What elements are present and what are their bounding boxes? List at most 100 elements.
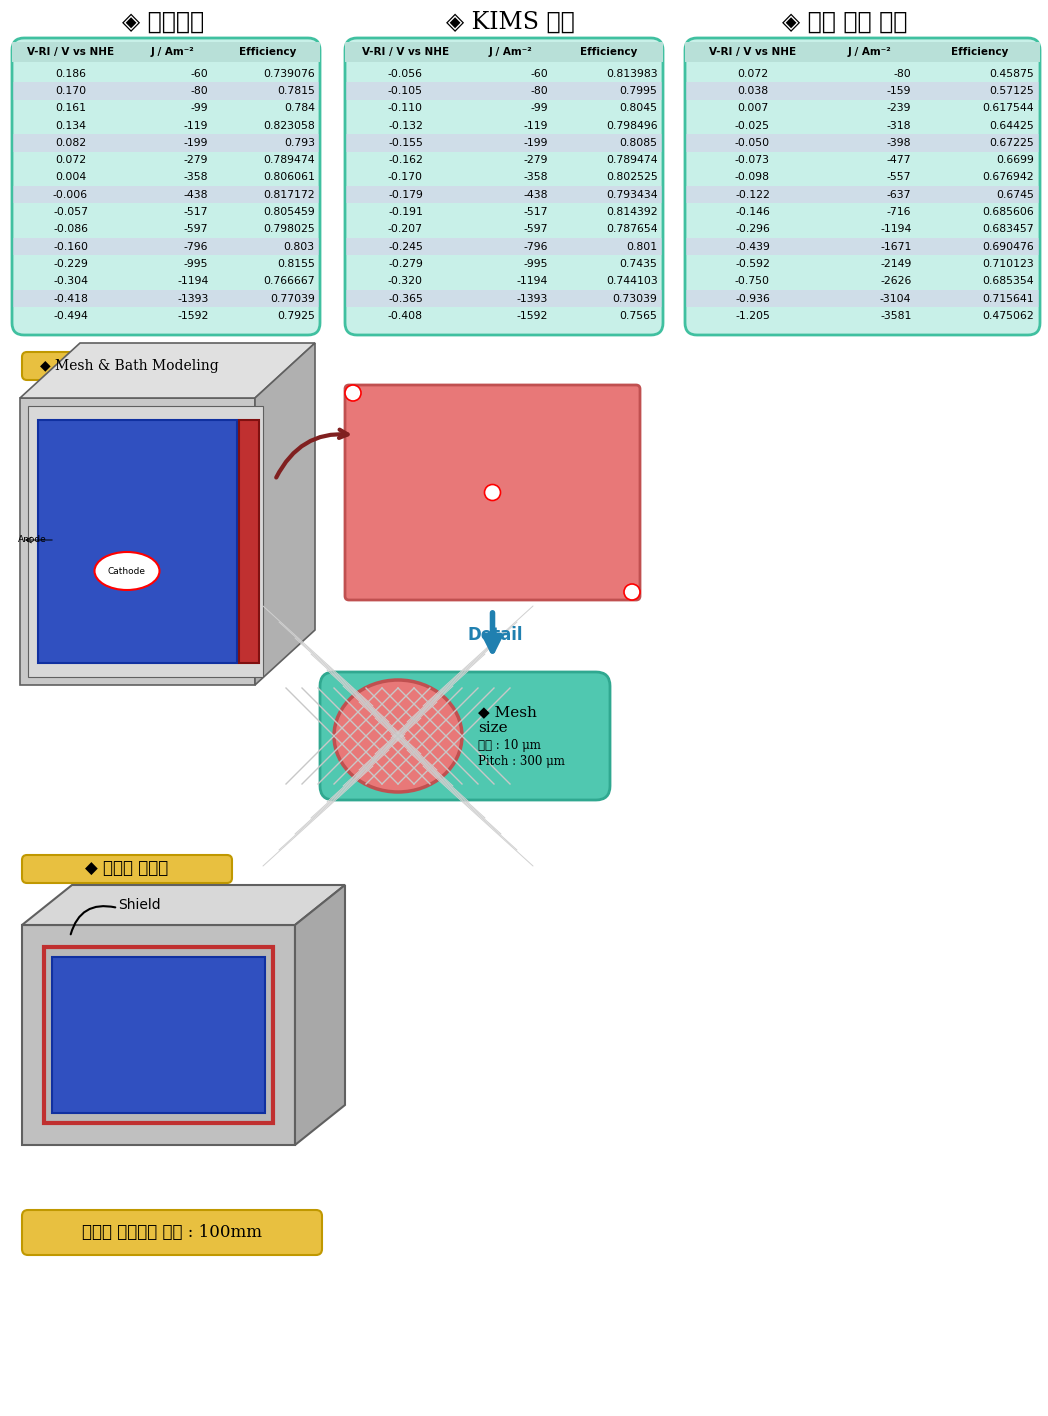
- Text: 0.805459: 0.805459: [263, 207, 314, 217]
- Text: 0.77039: 0.77039: [270, 293, 314, 303]
- Text: 0.161: 0.161: [56, 103, 86, 113]
- Text: -0.170: -0.170: [388, 173, 423, 183]
- Text: -2626: -2626: [880, 276, 912, 286]
- Text: -1194: -1194: [177, 276, 209, 286]
- Bar: [686, 185, 1039, 204]
- Text: 선폭 : 10 μm: 선폭 : 10 μm: [478, 739, 541, 752]
- Text: -80: -80: [894, 68, 912, 79]
- Text: -199: -199: [523, 137, 548, 147]
- Text: -2149: -2149: [880, 259, 912, 269]
- Text: 제품과 자폐판의 거리 : 100mm: 제품과 자폐판의 거리 : 100mm: [82, 1223, 262, 1240]
- Text: 0.798025: 0.798025: [263, 224, 314, 235]
- Text: -0.050: -0.050: [735, 137, 770, 147]
- Text: -0.122: -0.122: [735, 190, 770, 200]
- Bar: [346, 290, 662, 307]
- Text: -0.086: -0.086: [53, 224, 88, 235]
- Text: Efficiency: Efficiency: [581, 47, 637, 57]
- Text: Efficiency: Efficiency: [951, 47, 1008, 57]
- Text: -239: -239: [887, 103, 912, 113]
- FancyBboxPatch shape: [22, 353, 237, 379]
- Text: 0.789474: 0.789474: [263, 156, 314, 166]
- Text: -358: -358: [183, 173, 209, 183]
- Text: -0.229: -0.229: [53, 259, 88, 269]
- Bar: [686, 82, 1039, 99]
- Text: -438: -438: [523, 190, 548, 200]
- Text: -80: -80: [530, 86, 548, 96]
- Text: 0.617544: 0.617544: [982, 103, 1034, 113]
- Text: -0.304: -0.304: [53, 276, 88, 286]
- Bar: [346, 82, 662, 99]
- Polygon shape: [52, 957, 265, 1113]
- Text: 0.8045: 0.8045: [619, 103, 657, 113]
- Bar: [13, 185, 319, 204]
- Text: 0.57125: 0.57125: [989, 86, 1034, 96]
- Text: -119: -119: [183, 120, 209, 130]
- Text: 0.7995: 0.7995: [619, 86, 657, 96]
- Text: -517: -517: [183, 207, 209, 217]
- Text: -0.110: -0.110: [388, 103, 423, 113]
- Text: 0.798496: 0.798496: [606, 120, 657, 130]
- Bar: [13, 290, 319, 307]
- Text: -0.296: -0.296: [735, 224, 770, 235]
- Text: -159: -159: [887, 86, 912, 96]
- Text: -0.494: -0.494: [53, 312, 88, 321]
- Text: 0.072: 0.072: [54, 156, 86, 166]
- Text: 0.676942: 0.676942: [982, 173, 1034, 183]
- Text: ◈ 상용 현장 용액: ◈ 상용 현장 용액: [782, 10, 908, 34]
- Text: J / Am⁻²: J / Am⁻²: [488, 47, 532, 57]
- Bar: [685, 42, 1040, 62]
- Text: 0.186: 0.186: [56, 68, 86, 79]
- Text: Anode: Anode: [18, 535, 47, 545]
- Text: -1393: -1393: [517, 293, 548, 303]
- Bar: [346, 185, 662, 204]
- Text: 0.806061: 0.806061: [263, 173, 314, 183]
- Bar: [346, 135, 662, 152]
- Text: ◆ Mesh: ◆ Mesh: [478, 705, 537, 719]
- Bar: [346, 238, 662, 255]
- FancyBboxPatch shape: [345, 38, 663, 336]
- Text: J / Am⁻²: J / Am⁻²: [150, 47, 194, 57]
- Text: -1194: -1194: [880, 224, 912, 235]
- Text: -597: -597: [183, 224, 209, 235]
- Ellipse shape: [624, 583, 640, 600]
- Text: 0.685354: 0.685354: [982, 276, 1034, 286]
- Text: 0.685606: 0.685606: [982, 207, 1034, 217]
- Ellipse shape: [484, 484, 501, 500]
- Text: 0.64425: 0.64425: [989, 120, 1034, 130]
- Text: -99: -99: [530, 103, 548, 113]
- Ellipse shape: [94, 552, 159, 590]
- Text: Efficiency: Efficiency: [239, 47, 297, 57]
- Text: 0.475062: 0.475062: [982, 312, 1034, 321]
- Bar: [345, 42, 663, 62]
- FancyBboxPatch shape: [22, 1211, 322, 1255]
- Text: 0.67225: 0.67225: [989, 137, 1034, 147]
- Text: size: size: [478, 721, 507, 735]
- Text: 0.8155: 0.8155: [277, 259, 314, 269]
- Text: -995: -995: [523, 259, 548, 269]
- Text: 0.813983: 0.813983: [606, 68, 657, 79]
- Text: -0.098: -0.098: [735, 173, 770, 183]
- Text: J / Am⁻²: J / Am⁻²: [848, 47, 892, 57]
- Text: -995: -995: [183, 259, 209, 269]
- Text: 0.803: 0.803: [284, 242, 314, 252]
- Text: -0.418: -0.418: [53, 293, 88, 303]
- Polygon shape: [255, 343, 315, 685]
- Text: 0.739076: 0.739076: [263, 68, 314, 79]
- Text: -0.439: -0.439: [735, 242, 770, 252]
- Text: -3104: -3104: [880, 293, 912, 303]
- Polygon shape: [22, 885, 345, 925]
- Text: 0.6745: 0.6745: [996, 190, 1034, 200]
- Text: 0.072: 0.072: [737, 68, 768, 79]
- Text: ◆ Mesh & Bath Modeling: ◆ Mesh & Bath Modeling: [40, 360, 219, 372]
- Text: -0.365: -0.365: [388, 293, 422, 303]
- Text: -0.056: -0.056: [388, 68, 423, 79]
- Text: -0.025: -0.025: [735, 120, 770, 130]
- Text: -0.750: -0.750: [735, 276, 770, 286]
- FancyBboxPatch shape: [12, 38, 320, 336]
- Bar: [686, 135, 1039, 152]
- Polygon shape: [239, 421, 259, 663]
- Polygon shape: [38, 421, 237, 663]
- Text: -3581: -3581: [880, 312, 912, 321]
- Text: 0.7565: 0.7565: [619, 312, 657, 321]
- Text: -557: -557: [887, 173, 912, 183]
